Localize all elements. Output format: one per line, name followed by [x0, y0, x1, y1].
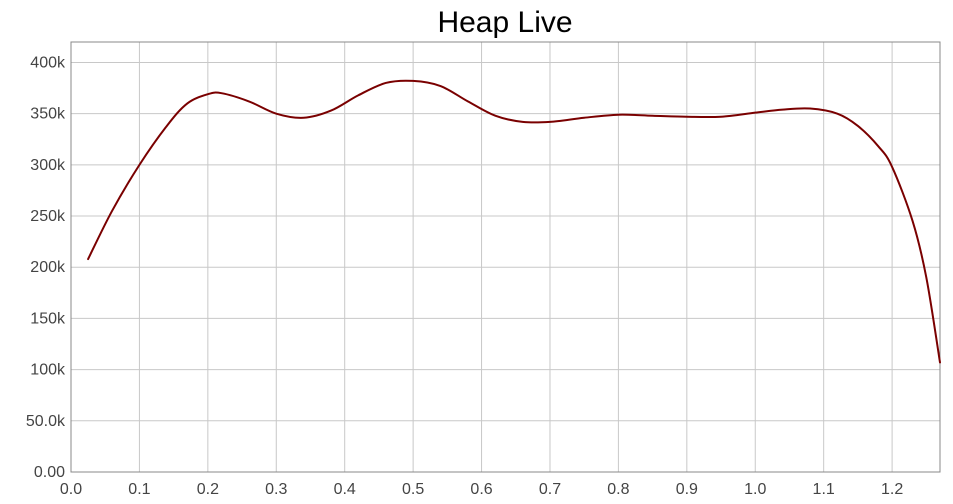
series-layer — [87, 79, 941, 364]
y-tick-label: 0.00 — [34, 464, 65, 481]
x-tick-label: 0.2 — [197, 481, 219, 498]
x-tick-label: 0.8 — [607, 481, 629, 498]
plot-frame — [70, 41, 941, 473]
x-tick-label: 0.4 — [334, 481, 356, 498]
x-tick-label: 0.1 — [128, 481, 150, 498]
y-tick-label: 150k — [30, 310, 66, 327]
x-tick-label: 1.0 — [744, 481, 766, 498]
y-tick-label: 350k — [30, 106, 66, 123]
tick-layer: 0.0 0.1 0.2 0.3 0.4 0.5 0.6 0.7 0.8 0.9 1.0 1.1 1.2 0… — [26, 54, 903, 498]
x-tick-label: 0.7 — [539, 481, 561, 498]
y-tick-label: 200k — [30, 259, 66, 276]
x-tick-label: 0.3 — [265, 481, 287, 498]
chart-title: Heap Live — [437, 6, 572, 39]
x-tick-label: 0.9 — [676, 481, 698, 498]
x-tick-label: 0.5 — [402, 481, 424, 498]
grid-layer — [70, 42, 940, 473]
x-tick-label: 1.2 — [881, 481, 903, 498]
series-line — [87, 79, 941, 364]
y-tick-label: 300k — [30, 157, 66, 174]
x-tick-label: 1.1 — [813, 481, 835, 498]
y-tick-label: 400k — [30, 54, 66, 71]
y-tick-label: 250k — [30, 208, 66, 225]
x-tick-label: 0.0 — [60, 481, 82, 498]
y-tick-label: 50.0k — [26, 413, 66, 430]
y-tick-label: 100k — [30, 362, 66, 379]
x-tick-label: 0.6 — [470, 481, 492, 498]
